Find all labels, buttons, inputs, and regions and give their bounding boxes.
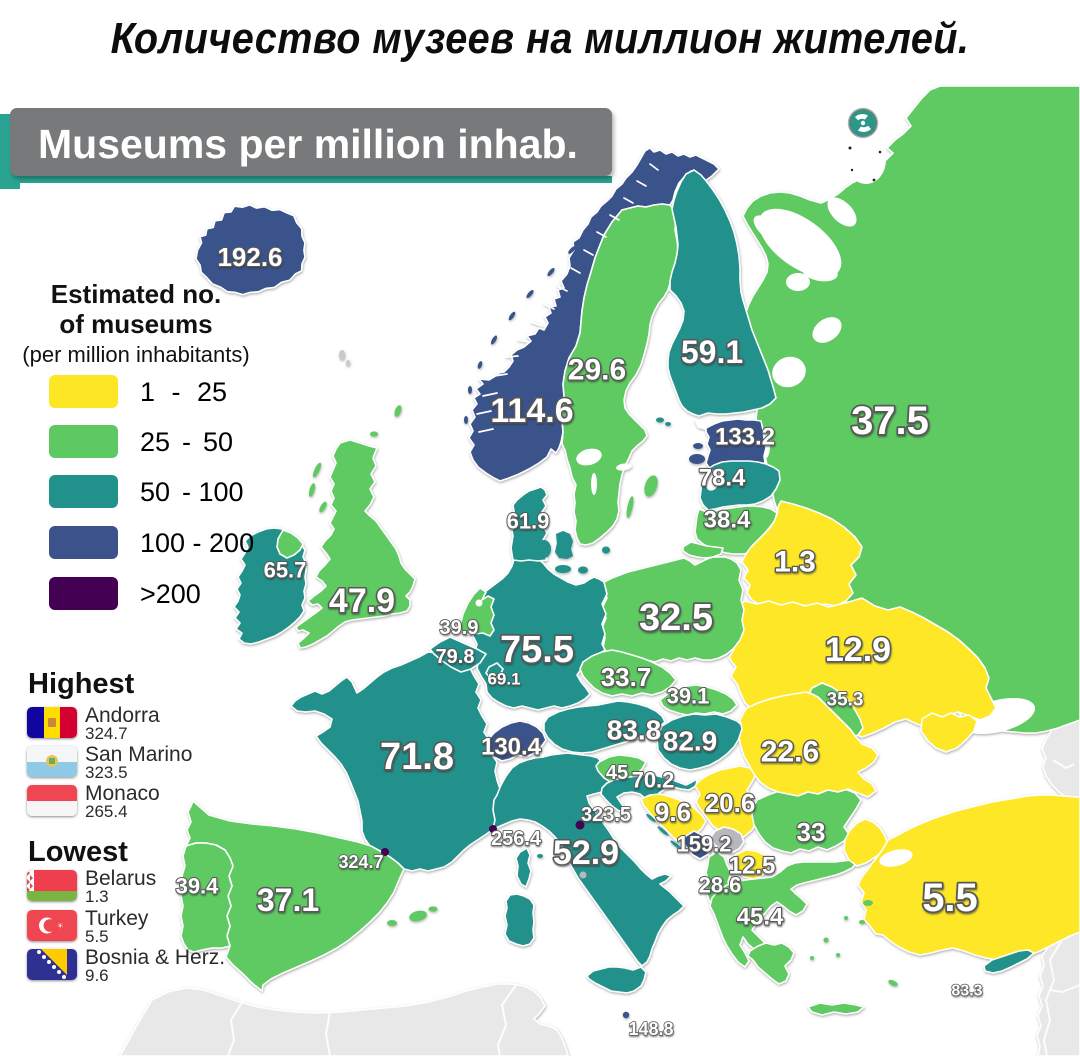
svg-text:37.5: 37.5: [851, 399, 929, 443]
svg-text:69.1: 69.1: [487, 670, 520, 689]
svg-text:39.1: 39.1: [667, 684, 710, 709]
svg-text:1.3: 1.3: [774, 546, 816, 579]
svg-text:33: 33: [797, 817, 826, 847]
svg-text:83.3: 83.3: [951, 983, 982, 1000]
svg-text:148.8: 148.8: [628, 1019, 673, 1039]
svg-text:256.4: 256.4: [491, 828, 542, 850]
svg-text:192.6: 192.6: [217, 242, 282, 272]
svg-text:52.9: 52.9: [553, 834, 619, 872]
svg-text:159.2: 159.2: [676, 832, 731, 857]
svg-text:22.6: 22.6: [761, 736, 819, 769]
svg-text:114.6: 114.6: [490, 392, 573, 430]
svg-text:47.9: 47.9: [329, 582, 395, 620]
svg-text:324.7: 324.7: [338, 852, 383, 872]
svg-text:39.9: 39.9: [440, 617, 479, 639]
svg-text:83.8: 83.8: [607, 715, 662, 746]
svg-text:323.5: 323.5: [581, 804, 631, 826]
svg-text:45: 45: [606, 762, 628, 784]
svg-text:82.9: 82.9: [663, 726, 718, 757]
svg-text:75.5: 75.5: [500, 629, 574, 671]
svg-text:9.6: 9.6: [655, 797, 691, 827]
svg-text:12.5: 12.5: [729, 853, 776, 880]
svg-text:28.6: 28.6: [699, 873, 742, 898]
svg-text:65.7: 65.7: [264, 558, 307, 583]
svg-text:5.5: 5.5: [922, 876, 978, 920]
svg-text:38.4: 38.4: [704, 507, 751, 534]
svg-text:45.4: 45.4: [737, 904, 784, 931]
svg-text:35.3: 35.3: [827, 690, 864, 711]
svg-text:33.7: 33.7: [601, 662, 652, 692]
svg-text:37.1: 37.1: [257, 882, 319, 918]
svg-text:130.4: 130.4: [481, 734, 542, 761]
svg-text:32.5: 32.5: [639, 597, 713, 639]
svg-text:70.2: 70.2: [632, 768, 675, 793]
svg-text:29.6: 29.6: [568, 354, 626, 387]
svg-text:71.8: 71.8: [380, 736, 454, 778]
svg-text:133.2: 133.2: [715, 424, 775, 451]
svg-text:39.4: 39.4: [176, 874, 220, 899]
svg-text:78.4: 78.4: [699, 465, 746, 492]
svg-text:79.8: 79.8: [436, 646, 475, 668]
svg-text:61.9: 61.9: [507, 509, 550, 534]
svg-text:12.9: 12.9: [825, 631, 891, 669]
svg-text:59.1: 59.1: [681, 334, 743, 370]
svg-text:20.6: 20.6: [705, 788, 756, 818]
